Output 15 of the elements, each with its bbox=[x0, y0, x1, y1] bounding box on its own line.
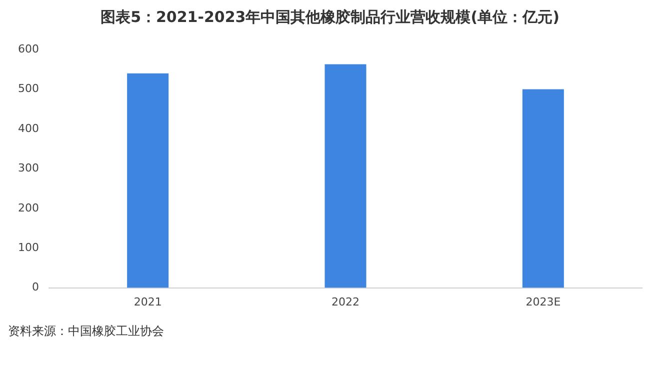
y-tick-label: 500 bbox=[18, 82, 39, 96]
y-tick-label: 200 bbox=[18, 201, 39, 214]
y-tick-label: 0 bbox=[32, 280, 39, 294]
bar bbox=[127, 73, 169, 288]
y-tick-label: 300 bbox=[18, 162, 39, 175]
bar bbox=[324, 64, 366, 288]
x-tick-label: 2022 bbox=[332, 295, 360, 308]
y-tick-label: 400 bbox=[18, 122, 39, 135]
bar bbox=[522, 89, 564, 288]
text: 资料来源：中国橡胶工业协会 bbox=[8, 323, 165, 340]
y-tick-label: 600 bbox=[18, 42, 39, 56]
x-tick-label: 2021 bbox=[134, 295, 162, 308]
y-tick-label: 100 bbox=[18, 240, 39, 254]
x-tick-label: 2023E bbox=[526, 295, 561, 308]
chart-title: 图表5：2021-2023年中国其他橡胶制品行业营收规模(单位：亿元) bbox=[100, 8, 560, 27]
